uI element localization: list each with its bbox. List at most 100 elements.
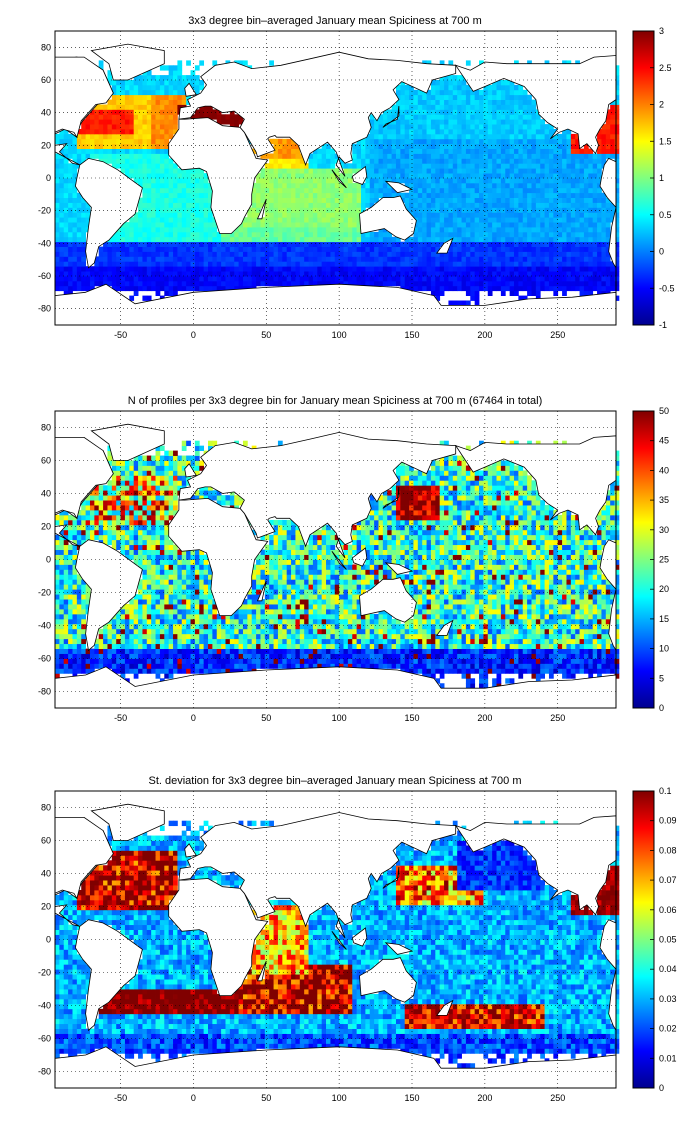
- grid-cell: [190, 187, 196, 194]
- grid-cell: [308, 168, 314, 174]
- grid-cell: [575, 60, 580, 66]
- grid-cell: [448, 256, 454, 262]
- grid-cell: [312, 222, 318, 228]
- grid-cell: [256, 212, 261, 218]
- grid-cell: [479, 202, 484, 208]
- grid-cell: [535, 285, 541, 292]
- grid-cell: [400, 658, 406, 664]
- grid-cell: [133, 89, 139, 96]
- grid-cell: [164, 158, 170, 164]
- grid-cell: [592, 236, 598, 243]
- grid-cell: [273, 192, 279, 198]
- grid-cell: [330, 231, 336, 238]
- grid-cell: [369, 266, 375, 272]
- grid-cell: [146, 285, 152, 292]
- grid-cell: [496, 94, 502, 100]
- grid-cell: [439, 178, 445, 184]
- grid-cell: [426, 148, 432, 154]
- grid-cell: [452, 187, 458, 194]
- grid-cell: [321, 663, 327, 669]
- grid-cell: [291, 261, 296, 267]
- grid-cell: [116, 133, 121, 140]
- grid-cell: [409, 94, 414, 100]
- grid-cell: [212, 241, 218, 247]
- grid-cell: [356, 207, 362, 213]
- grid-cell: [583, 241, 589, 247]
- grid-cell: [72, 256, 78, 262]
- grid-cell: [142, 114, 148, 120]
- grid-cell: [404, 99, 410, 105]
- grid-cell: [610, 217, 615, 223]
- grid-cell: [238, 280, 244, 287]
- grid-cell: [352, 648, 358, 654]
- grid-cell: [531, 251, 537, 257]
- grid-cell: [361, 202, 366, 208]
- grid-cell: [369, 202, 375, 208]
- grid-cell: [500, 285, 506, 292]
- grid-cell: [422, 114, 427, 120]
- grid-cell: [221, 668, 226, 674]
- grid-cell: [452, 153, 458, 159]
- grid-cell: [509, 648, 515, 654]
- grid-cell: [452, 202, 458, 208]
- grid-cell: [107, 276, 113, 282]
- x-tick-label: 200: [477, 330, 492, 340]
- grid-cell: [605, 217, 611, 223]
- grid-cell: [203, 236, 209, 243]
- grid-cell: [356, 241, 362, 247]
- grid-cell: [404, 129, 410, 135]
- grid-cell: [413, 133, 419, 140]
- grid-cell: [164, 648, 170, 654]
- grid-cell: [63, 178, 69, 184]
- grid-cell: [382, 246, 388, 252]
- grid-cell: [426, 94, 432, 100]
- grid-cell: [242, 280, 248, 287]
- grid-cell: [199, 271, 205, 277]
- grid-cell: [413, 207, 419, 213]
- grid-cell: [544, 182, 550, 189]
- grid-cell: [400, 648, 406, 654]
- grid-cell: [579, 653, 585, 659]
- grid-cell: [55, 266, 60, 272]
- grid-cell: [142, 84, 148, 91]
- grid-cell: [72, 285, 78, 292]
- grid-cell: [614, 653, 620, 659]
- grid-cell: [583, 280, 589, 287]
- grid-cell: [509, 668, 515, 674]
- grid-cell: [583, 158, 589, 164]
- grid-cell: [361, 187, 366, 194]
- grid-cell: [562, 261, 567, 267]
- grid-cell: [55, 187, 60, 194]
- grid-cell: [155, 158, 161, 164]
- grid-cell: [439, 261, 445, 267]
- grid-cell: [107, 153, 113, 159]
- grid-cell: [570, 153, 576, 159]
- grid-cell: [116, 80, 121, 86]
- grid-cell: [522, 129, 528, 135]
- grid-cell: [260, 256, 266, 262]
- grid-cell: [382, 261, 388, 267]
- grid-cell: [133, 124, 139, 130]
- grid-cell: [579, 261, 585, 267]
- grid-cell: [557, 246, 563, 252]
- grid-cell: [369, 168, 375, 174]
- grid-cell: [579, 153, 585, 159]
- grid-cell: [194, 65, 200, 71]
- grid-cell: [592, 187, 598, 194]
- grid-cell: [142, 187, 148, 194]
- grid-cell: [566, 271, 572, 277]
- grid-cell: [566, 653, 572, 659]
- grid-cell: [444, 261, 449, 267]
- grid-cell: [155, 148, 161, 154]
- grid-cell: [540, 653, 545, 659]
- grid-cell: [89, 153, 95, 159]
- grid-cell: [579, 217, 585, 223]
- grid-cell: [417, 94, 423, 100]
- grid-cell: [509, 276, 515, 282]
- grid-cell: [518, 197, 524, 203]
- grid-cell: [334, 207, 340, 213]
- grid-cell: [343, 256, 349, 262]
- grid-cell: [422, 276, 427, 282]
- grid-cell: [614, 104, 620, 110]
- grid-cell: [365, 187, 371, 194]
